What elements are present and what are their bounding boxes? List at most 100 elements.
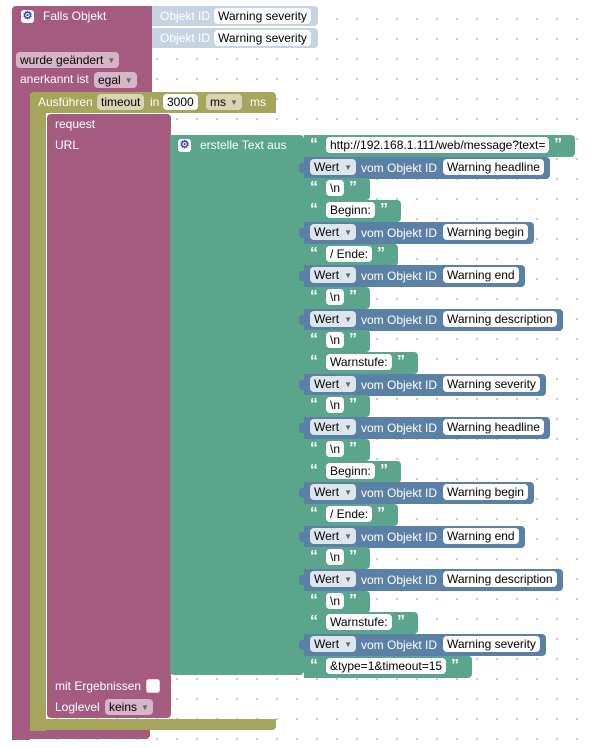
object-id-field[interactable]: Warning headline: [443, 159, 544, 175]
wert-dropdown[interactable]: Wert ▼: [310, 571, 357, 587]
object-id-field[interactable]: Warning end: [443, 267, 519, 283]
chevron-down-icon: ▼: [344, 488, 353, 497]
text-literal-field[interactable]: \n: [326, 332, 345, 348]
object-value-block[interactable]: Wert ▼ vom Objekt ID Warning headline: [299, 417, 550, 439]
chevron-down-icon: ▼: [141, 703, 149, 712]
text-join-block[interactable]: [170, 135, 304, 675]
close-quote-icon: ”: [349, 288, 357, 305]
text-literal-block[interactable]: “ \n”: [299, 178, 370, 200]
object-id-field[interactable]: Warning description: [443, 311, 557, 327]
text-literal-block[interactable]: “ \n”: [299, 591, 370, 613]
request-block[interactable]: [47, 114, 171, 718]
object-id-block[interactable]: Objekt ID Warning severity: [152, 28, 318, 48]
object-id-field[interactable]: Warning begin: [443, 224, 528, 240]
gear-icon[interactable]: ⚙: [21, 10, 34, 23]
text-literal-field[interactable]: Warnstufe:: [326, 354, 392, 370]
close-quote-icon: ”: [349, 440, 357, 457]
text-literal-block[interactable]: “ Beginn: ”: [299, 461, 401, 483]
change-mode-dropdown[interactable]: wurde geändert ▼: [16, 52, 120, 68]
text-literal-block[interactable]: “ \n”: [299, 439, 370, 461]
object-id-field[interactable]: Warning headline: [443, 419, 544, 435]
wert-dropdown[interactable]: Wert ▼: [310, 224, 357, 240]
open-quote-icon: “: [310, 353, 318, 370]
connector-tab: [299, 271, 305, 281]
unit-dropdown[interactable]: ms ▼: [206, 94, 242, 110]
object-id-field[interactable]: Warning severity: [443, 376, 540, 392]
connector-tab: [299, 228, 305, 238]
object-id-field[interactable]: Warning severity: [214, 30, 311, 46]
gear-icon[interactable]: ⚙: [178, 139, 191, 152]
text-literal-field[interactable]: \n: [326, 441, 345, 457]
open-quote-icon: “: [310, 245, 318, 262]
text-literal-field[interactable]: Beginn:: [326, 463, 375, 479]
text-literal-block[interactable]: “ / Ende: ”: [299, 504, 398, 526]
text-literal-field[interactable]: / Ende:: [326, 506, 373, 522]
connector-tab: [299, 293, 305, 303]
text-literal-field[interactable]: / Ende:: [326, 246, 373, 262]
connector-tab: [299, 553, 305, 563]
exec-mode-dropdown[interactable]: timeout: [97, 94, 145, 110]
connector-tab: [299, 445, 305, 455]
text-literal-block[interactable]: “ / Ende: ”: [299, 244, 398, 266]
text-literal-block[interactable]: “ Warnstufe: ”: [299, 352, 418, 374]
object-value-block[interactable]: Wert ▼ vom Objekt ID Warning end: [299, 526, 525, 548]
connector-tab: [299, 141, 305, 151]
close-quote-icon: ”: [349, 396, 357, 413]
request-label: request: [55, 117, 96, 131]
wert-dropdown[interactable]: Wert ▼: [310, 159, 357, 175]
chevron-down-icon: ▼: [344, 532, 353, 541]
connector-tab: [299, 315, 305, 325]
object-value-block[interactable]: Wert ▼ vom Objekt ID Warning headline: [299, 157, 550, 179]
open-quote-icon: “: [310, 201, 318, 218]
wert-dropdown[interactable]: Wert ▼: [310, 636, 357, 652]
connector-tab: [299, 250, 305, 260]
text-literal-block[interactable]: “ &type=1&timeout=15”: [299, 656, 472, 678]
text-literal-field[interactable]: \n: [326, 549, 345, 565]
object-id-field[interactable]: Warning severity: [214, 8, 311, 24]
wert-dropdown[interactable]: Wert ▼: [310, 311, 357, 327]
object-value-block[interactable]: Wert ▼ vom Objekt ID Warning end: [299, 265, 525, 287]
object-value-block[interactable]: Wert ▼ vom Objekt ID Warning begin: [299, 482, 534, 504]
text-literal-field[interactable]: Beginn:: [326, 202, 375, 218]
wert-dropdown[interactable]: Wert ▼: [310, 376, 357, 392]
with-results-checkbox[interactable]: [146, 679, 160, 693]
open-quote-icon: “: [310, 396, 318, 413]
object-id-field[interactable]: Warning description: [443, 571, 557, 587]
wert-dropdown[interactable]: Wert ▼: [310, 484, 357, 500]
chevron-down-icon: ▼: [344, 640, 353, 649]
object-id-field[interactable]: Warning begin: [443, 484, 528, 500]
ack-dropdown[interactable]: egal ▼: [94, 72, 137, 88]
connector-tab: [299, 163, 305, 173]
object-id-block[interactable]: Objekt ID Warning severity: [152, 6, 318, 26]
text-literal-block[interactable]: “ \n”: [299, 330, 370, 352]
text-literal-field[interactable]: \n: [326, 289, 345, 305]
text-literal-block[interactable]: “ \n”: [299, 547, 370, 569]
text-literal-block[interactable]: “ Warnstufe: ”: [299, 612, 418, 634]
object-value-block[interactable]: Wert ▼ vom Objekt ID Warning begin: [299, 222, 534, 244]
close-quote-icon: ”: [377, 505, 385, 522]
object-value-block[interactable]: Wert ▼ vom Objekt ID Warning description: [299, 309, 563, 331]
text-literal-field[interactable]: \n: [326, 397, 345, 413]
object-id-field[interactable]: Warning end: [443, 528, 519, 544]
wert-dropdown[interactable]: Wert ▼: [310, 267, 357, 283]
timeout-value-field[interactable]: 3000: [163, 94, 198, 110]
loglevel-dropdown[interactable]: keins ▼: [105, 699, 153, 715]
object-id-field[interactable]: Warning severity: [443, 636, 540, 652]
wert-dropdown[interactable]: Wert ▼: [310, 419, 357, 435]
text-literal-field[interactable]: http://192.168.1.111/web/message?text=: [326, 137, 550, 153]
open-quote-icon: “: [310, 288, 318, 305]
open-quote-icon: “: [310, 179, 318, 196]
object-value-block[interactable]: Wert ▼ vom Objekt ID Warning description: [299, 569, 563, 591]
text-literal-block[interactable]: “ \n”: [299, 395, 370, 417]
text-literal-field[interactable]: &type=1&timeout=15: [326, 658, 447, 674]
text-literal-field[interactable]: \n: [326, 593, 345, 609]
text-literal-field[interactable]: Warnstufe:: [326, 614, 392, 630]
wert-dropdown[interactable]: Wert ▼: [310, 528, 357, 544]
chevron-down-icon: ▼: [344, 228, 353, 237]
text-literal-block[interactable]: “ \n”: [299, 287, 370, 309]
text-literal-block[interactable]: “ http://192.168.1.111/web/message?text=”: [299, 135, 575, 157]
object-value-block[interactable]: Wert ▼ vom Objekt ID Warning severity: [299, 374, 546, 396]
text-literal-field[interactable]: \n: [326, 180, 345, 196]
object-value-block[interactable]: Wert ▼ vom Objekt ID Warning severity: [299, 634, 546, 656]
text-literal-block[interactable]: “ Beginn: ”: [299, 200, 401, 222]
